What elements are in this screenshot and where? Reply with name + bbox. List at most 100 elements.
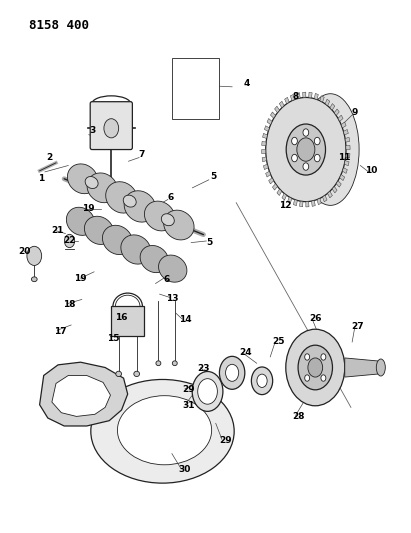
Circle shape [305,354,309,360]
Text: 7: 7 [139,150,145,159]
Text: 2: 2 [47,153,53,162]
Polygon shape [275,106,279,112]
Polygon shape [263,133,267,139]
Polygon shape [262,150,266,154]
Text: 5: 5 [206,238,213,247]
Polygon shape [328,191,332,198]
Polygon shape [270,112,275,118]
Polygon shape [285,98,289,104]
Text: 24: 24 [239,348,252,357]
Ellipse shape [102,225,132,255]
Polygon shape [325,99,330,106]
Ellipse shape [121,235,151,264]
Text: 18: 18 [63,300,76,309]
Polygon shape [266,171,270,177]
Polygon shape [277,189,282,196]
Polygon shape [302,92,306,98]
Text: 16: 16 [115,312,128,321]
Text: 31: 31 [182,401,194,410]
Circle shape [314,138,320,145]
Text: 3: 3 [90,126,96,135]
Text: 22: 22 [63,237,76,246]
Circle shape [321,375,326,381]
Polygon shape [293,199,297,206]
Ellipse shape [140,246,169,272]
Polygon shape [264,126,269,131]
Polygon shape [269,177,274,184]
Circle shape [297,138,315,161]
Polygon shape [282,193,286,200]
Polygon shape [345,358,380,377]
Polygon shape [279,101,284,108]
Polygon shape [342,168,347,173]
Text: 29: 29 [219,437,231,446]
Ellipse shape [219,357,245,389]
Ellipse shape [198,378,217,404]
Circle shape [305,375,309,381]
FancyBboxPatch shape [111,306,144,336]
Ellipse shape [85,176,98,189]
Ellipse shape [31,277,37,281]
Circle shape [104,119,119,138]
Ellipse shape [67,164,98,193]
Polygon shape [314,93,318,100]
Text: 29: 29 [182,385,195,394]
Text: 1: 1 [39,174,45,183]
Ellipse shape [116,371,122,376]
Ellipse shape [87,173,118,203]
Polygon shape [323,195,327,202]
Text: 19: 19 [74,273,87,282]
Polygon shape [306,201,309,207]
Text: 20: 20 [18,247,31,256]
Polygon shape [39,362,128,426]
Ellipse shape [134,371,140,376]
Ellipse shape [172,361,177,366]
Circle shape [303,129,309,136]
Polygon shape [339,174,345,181]
Text: 4: 4 [243,78,249,87]
Ellipse shape [65,235,75,248]
Polygon shape [300,201,303,207]
Circle shape [292,155,298,162]
Circle shape [308,358,323,377]
Text: 6: 6 [168,193,174,202]
Polygon shape [52,375,111,416]
Polygon shape [336,181,341,187]
Polygon shape [344,130,348,135]
Polygon shape [262,157,267,161]
Ellipse shape [302,94,359,205]
Polygon shape [267,118,272,125]
Polygon shape [344,160,349,166]
Ellipse shape [124,191,156,222]
Polygon shape [330,103,335,110]
Ellipse shape [376,359,386,376]
Polygon shape [296,93,300,99]
Text: 27: 27 [351,321,364,330]
Polygon shape [263,164,268,169]
Ellipse shape [192,372,223,411]
Text: 5: 5 [210,172,217,181]
Ellipse shape [252,367,272,394]
Polygon shape [341,122,346,128]
Ellipse shape [118,395,212,465]
Ellipse shape [66,207,95,236]
Polygon shape [346,146,350,150]
Polygon shape [345,138,350,142]
Circle shape [266,98,346,201]
Text: 25: 25 [272,337,285,346]
Text: 30: 30 [178,465,190,474]
Polygon shape [309,92,312,98]
Polygon shape [287,197,292,204]
Text: 19: 19 [83,204,95,213]
Circle shape [303,163,309,170]
Ellipse shape [156,361,161,366]
Polygon shape [317,198,321,205]
Circle shape [286,124,326,175]
Text: 13: 13 [166,294,179,303]
Polygon shape [272,184,277,190]
Text: 14: 14 [179,315,192,324]
Circle shape [314,155,320,162]
Text: 28: 28 [293,412,305,421]
Text: 21: 21 [51,226,63,235]
Ellipse shape [159,255,187,282]
